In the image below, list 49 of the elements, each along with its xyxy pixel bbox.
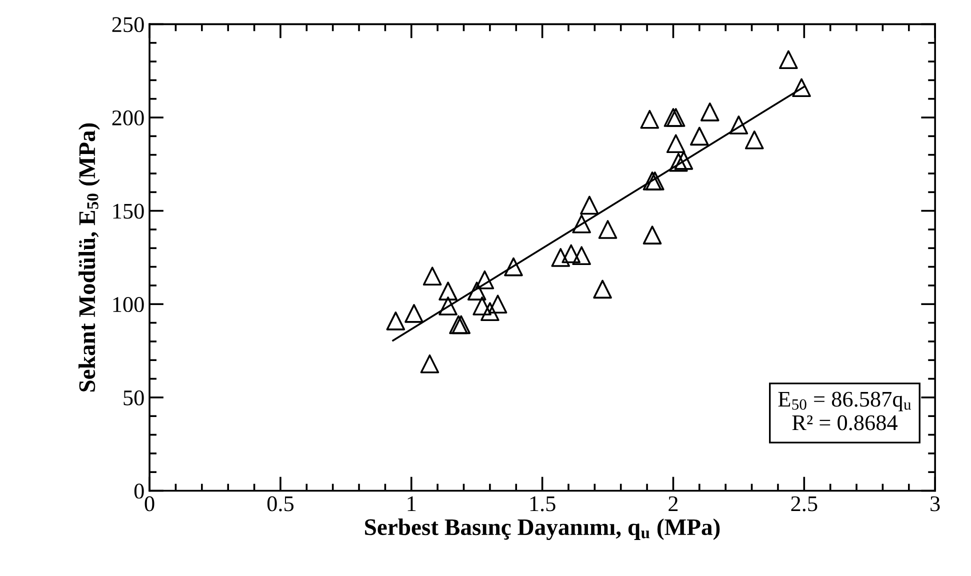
- point: [640, 110, 660, 129]
- point: [792, 78, 811, 98]
- y-tick-label: 150: [113, 204, 144, 219]
- point: [488, 294, 508, 314]
- y-tick-label: 0: [134, 484, 144, 499]
- point: [420, 354, 440, 374]
- x-tick-label: 1.5: [530, 496, 556, 512]
- point: [593, 280, 612, 299]
- point: [666, 134, 686, 154]
- annotation: R² = 0.8684: [792, 415, 898, 430]
- point: [674, 151, 694, 170]
- point: [572, 214, 591, 234]
- x-tick-label: 2: [668, 496, 678, 512]
- point: [404, 304, 424, 323]
- x-tick-label: 1: [408, 496, 416, 512]
- y-tick-label: 100: [113, 297, 144, 312]
- y-tick-label: 200: [112, 110, 144, 126]
- y-axis-title: Sekant Modülü, E$_{50}$ (MPa): [78, 123, 100, 392]
- point: [700, 102, 720, 122]
- point: [642, 226, 662, 244]
- point: [467, 282, 486, 300]
- point: [572, 246, 591, 266]
- point: [744, 130, 764, 150]
- point: [438, 296, 458, 316]
- point: [438, 282, 458, 300]
- point: [422, 266, 442, 286]
- point: [472, 296, 492, 316]
- point: [504, 257, 523, 276]
- point: [449, 315, 468, 334]
- point: [551, 248, 570, 267]
- point: [562, 244, 581, 264]
- annotation: E$_{50}$ = 86.587q$_{u}$: [778, 392, 911, 412]
- point: [452, 315, 471, 334]
- point: [598, 220, 618, 239]
- point: [580, 196, 599, 215]
- point: [690, 126, 709, 146]
- point: [480, 302, 500, 322]
- y-tick-label: 250: [112, 17, 144, 32]
- point: [779, 50, 798, 70]
- x-tick-label: 0.5: [267, 496, 294, 512]
- point: [386, 312, 406, 330]
- point: [669, 152, 688, 172]
- point: [475, 270, 494, 290]
- x-tick-label: 0: [144, 496, 154, 512]
- x-tick-label: 2.5: [791, 496, 818, 512]
- point: [729, 116, 748, 134]
- y-tick-label: 50: [124, 390, 144, 406]
- x-tick-label: 3: [930, 496, 940, 512]
- x-axis-title: Serbest Basınç Dayanımı, q$_{u}$ (MPa): [365, 518, 720, 540]
